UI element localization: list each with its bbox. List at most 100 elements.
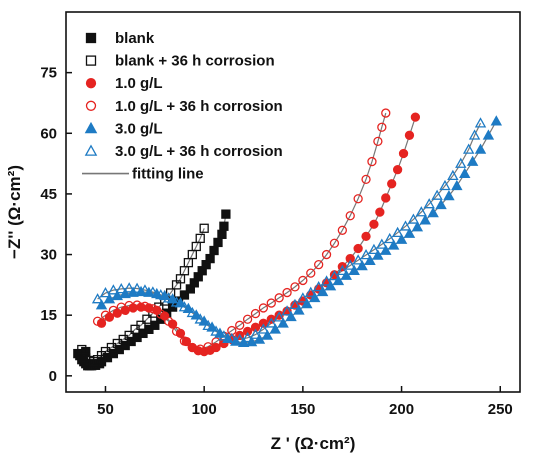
data-point: [305, 286, 317, 297]
data-point: [328, 270, 341, 281]
legend-label: 1.0 g/L: [115, 75, 163, 92]
data-point: [387, 179, 397, 189]
data-point: [107, 284, 120, 295]
data-point: [155, 289, 167, 300]
axis-ticks: 50 100 150 200 250 0 15 30 45 60 75: [40, 65, 512, 418]
data-point: [111, 289, 124, 301]
data-point: [399, 220, 412, 231]
data-point: [455, 157, 467, 168]
data-point: [203, 342, 213, 352]
legend-label: blank + 36 h corrosion: [115, 53, 275, 70]
data-point: [398, 148, 409, 159]
data-point: [242, 326, 253, 337]
data-point: [226, 332, 238, 343]
data-point: [142, 314, 152, 324]
data-point: [329, 238, 340, 248]
data-point: [447, 169, 459, 181]
data-point: [367, 156, 377, 167]
data-point: [369, 219, 379, 229]
legend-label: 3.0 g/L + 36 h corrosion: [115, 143, 283, 160]
data-point: [211, 337, 221, 347]
data-point: [314, 260, 324, 270]
data-point: [162, 292, 175, 303]
data-point: [209, 245, 219, 256]
data-point: [253, 333, 266, 344]
data-point: [285, 310, 297, 322]
data-point: [360, 249, 372, 260]
legend-item: 1.0 g/L: [85, 75, 163, 92]
data-point: [150, 320, 160, 330]
data-point: [427, 206, 439, 218]
legend: blank blank + 36 h corrosion 1.0 g/L 1.0 g/…: [82, 30, 283, 183]
series-2-points: [77, 223, 209, 367]
data-point: [443, 189, 455, 201]
data-point: [361, 174, 371, 185]
legend-marker: [85, 100, 97, 111]
data-points: [73, 108, 503, 371]
data-point: [269, 323, 281, 334]
data-point: [235, 320, 245, 330]
data-point: [274, 293, 284, 303]
data-point: [257, 323, 270, 334]
data-point: [266, 298, 276, 308]
data-point: [309, 291, 321, 303]
data-point: [179, 290, 190, 300]
data-point: [336, 264, 349, 276]
data-point: [439, 179, 451, 191]
data-point: [163, 316, 174, 326]
data-point: [250, 308, 261, 319]
y-axis-label: −Z'' (Ω·cm²): [5, 165, 24, 259]
data-point: [490, 115, 503, 126]
data-point: [312, 280, 325, 292]
x-tick-label: 200: [389, 401, 414, 418]
data-point: [241, 331, 254, 343]
data-point: [249, 328, 262, 339]
data-point: [345, 253, 355, 264]
series-6-points: [91, 117, 487, 344]
y-tick-label: 45: [40, 186, 57, 203]
data-point: [377, 122, 387, 132]
data-point: [376, 238, 388, 249]
data-point: [372, 249, 384, 260]
data-point: [353, 194, 363, 204]
data-point: [293, 304, 305, 315]
data-point: [217, 229, 227, 239]
legend-marker: [84, 144, 98, 156]
data-point: [136, 320, 146, 330]
data-point: [462, 143, 475, 154]
data-point: [407, 213, 420, 224]
y-tick-label: 15: [40, 307, 57, 324]
legend-item: fitting line: [82, 166, 204, 183]
data-point: [345, 211, 355, 221]
data-point: [306, 268, 316, 278]
data-point: [468, 129, 481, 140]
data-point: [419, 214, 431, 225]
legend-item: blank: [85, 30, 155, 47]
data-point: [273, 311, 285, 322]
data-point: [218, 330, 230, 341]
data-point: [148, 304, 158, 314]
data-point: [123, 282, 135, 293]
data-point: [395, 233, 408, 244]
data-point: [387, 239, 400, 250]
x-axis-label: Z ' (Ω·cm²): [271, 434, 356, 453]
data-point: [282, 287, 292, 298]
data-point: [178, 301, 191, 312]
data-point: [99, 287, 112, 298]
data-point: [392, 165, 403, 175]
data-point: [301, 297, 313, 309]
data-point: [352, 254, 364, 265]
data-point: [474, 143, 487, 154]
data-point: [258, 318, 269, 328]
y-tick-label: 60: [40, 125, 57, 142]
data-point: [290, 282, 300, 292]
data-point: [403, 227, 416, 238]
data-point: [265, 317, 277, 328]
data-point: [337, 225, 347, 235]
data-point: [375, 207, 385, 217]
data-point: [411, 221, 424, 232]
data-point: [186, 306, 199, 318]
data-point: [156, 309, 166, 319]
data-point: [179, 336, 190, 346]
